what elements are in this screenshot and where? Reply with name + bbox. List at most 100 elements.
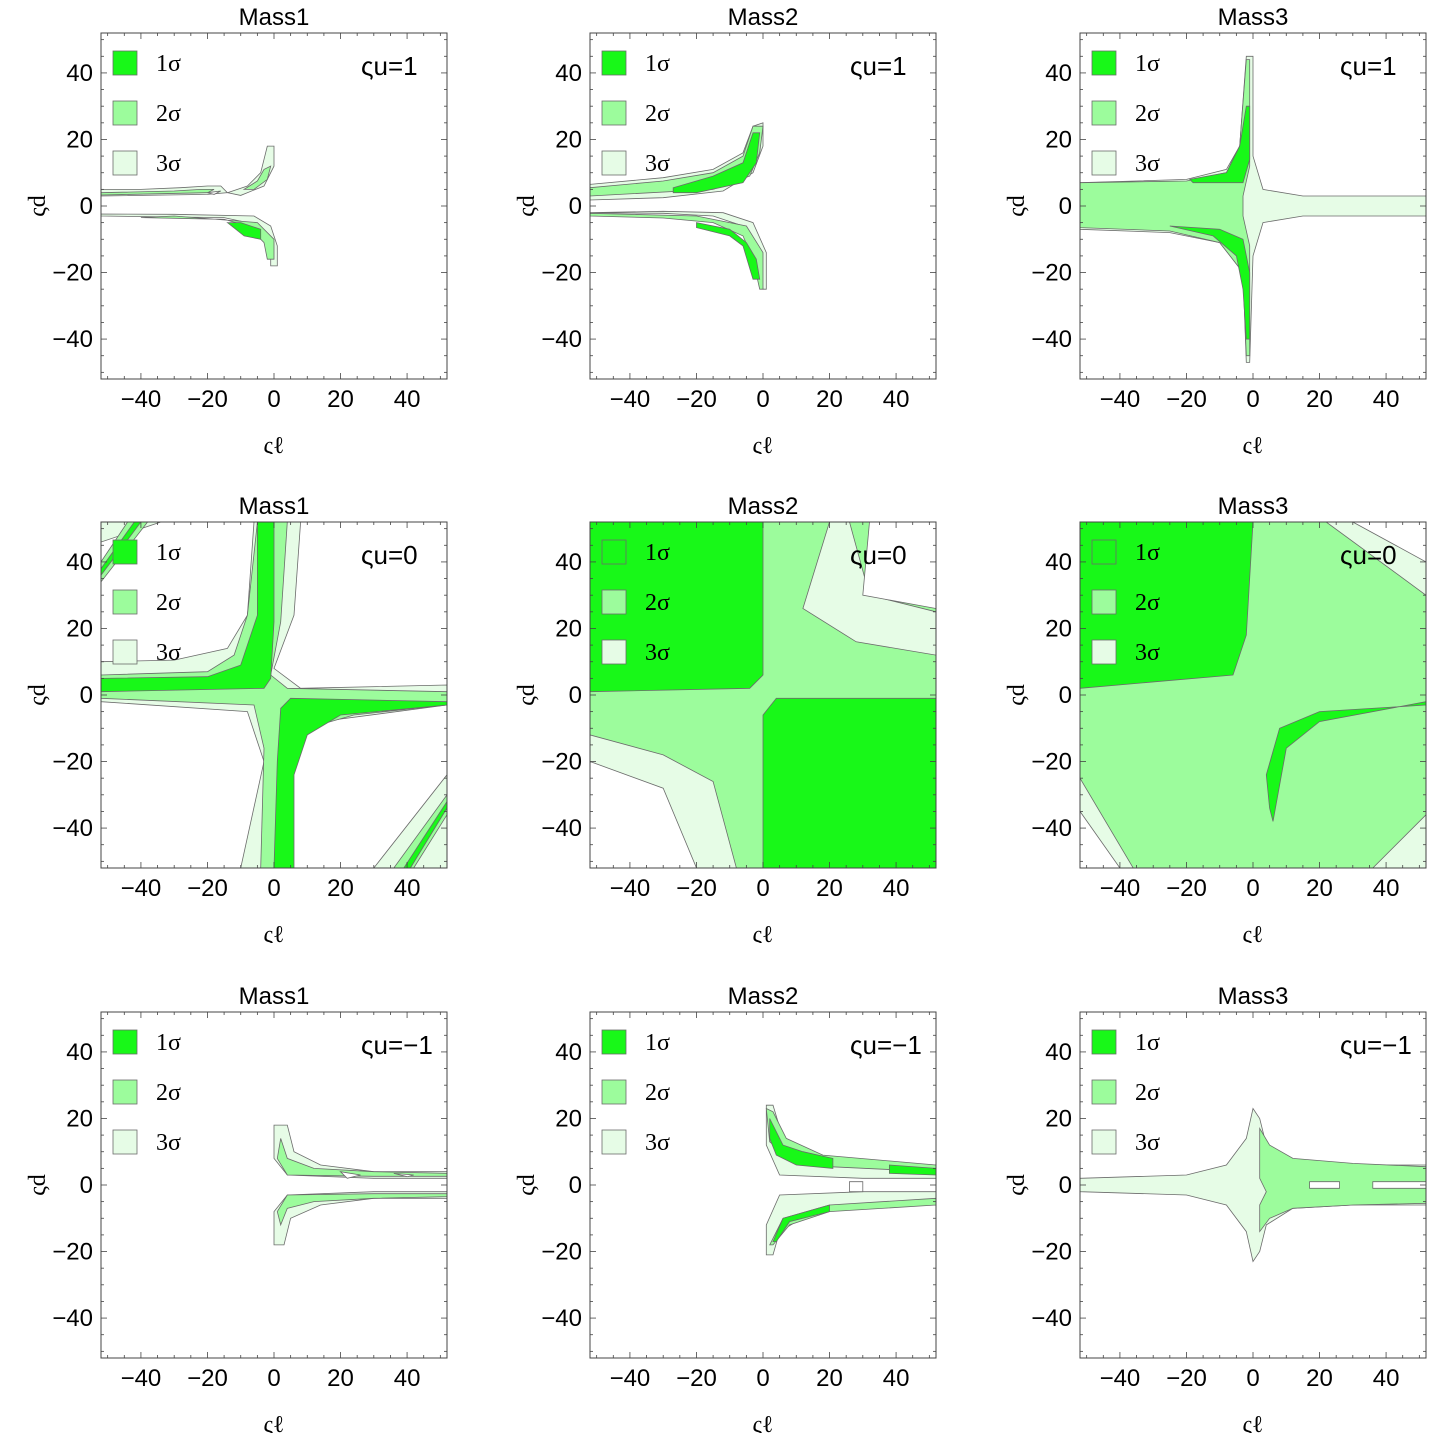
x-tick-label: −20 xyxy=(187,1365,228,1392)
y-tick-label: −40 xyxy=(52,815,93,842)
x-tick-label: 20 xyxy=(816,875,843,902)
x-tick-label: 0 xyxy=(756,1365,769,1392)
contour-region-2 xyxy=(802,522,936,656)
y-tick-label: 40 xyxy=(555,60,582,87)
contour-hole-1 xyxy=(849,1181,864,1193)
x-axis-label: ςℓ xyxy=(1243,1412,1264,1433)
y-tick-label: 40 xyxy=(555,549,582,576)
x-tick-label: −40 xyxy=(121,386,162,413)
contour-hole-2 xyxy=(1372,1181,1426,1189)
contour-region-4 xyxy=(1372,814,1426,868)
y-tick-label: 20 xyxy=(66,1105,93,1132)
contour-region-7 xyxy=(1080,810,1121,868)
panel-title: Mass3 xyxy=(1218,983,1289,1010)
contour-panel-3: −40 −20 0 20 40 −40 −20 0 20 40 Mass3 ςℓ ςd ςu=1 1σ 2σ 3… xyxy=(1004,4,1427,454)
legend-label: 3σ xyxy=(645,640,670,666)
contour-panel-8: −40 −20 0 20 40 −40 −20 0 20 40 Mass2 ςℓ ςd ςu=−1 1σ 2σ… xyxy=(514,983,937,1433)
y-tick-label: 40 xyxy=(1045,60,1072,87)
su-annotation: ςu=−1 xyxy=(361,1030,433,1060)
legend-label: 3σ xyxy=(156,640,181,666)
y-tick-label: 40 xyxy=(66,60,93,87)
plot-area xyxy=(273,1124,447,1246)
x-tick-label: 20 xyxy=(1306,1365,1333,1392)
contour-region-3 xyxy=(276,1193,447,1227)
x-axis-label: ςℓ xyxy=(753,433,774,454)
plot-frame xyxy=(100,32,448,380)
plot-frame xyxy=(100,1011,448,1359)
legend: 1σ 2σ 3σ xyxy=(1091,539,1160,666)
contour-region-7 xyxy=(226,222,262,240)
panel-title: Mass2 xyxy=(728,4,799,31)
y-tick-label: 20 xyxy=(555,126,582,153)
contour-hole-1 xyxy=(1309,1181,1340,1189)
plot-area xyxy=(1080,1107,1426,1263)
panel-title: Mass1 xyxy=(239,4,310,31)
x-tick-label: −20 xyxy=(187,875,228,902)
legend-swatch xyxy=(601,150,627,176)
panel-title: Mass2 xyxy=(728,493,799,520)
x-tick-label: 0 xyxy=(267,875,280,902)
x-tick-label: −40 xyxy=(610,386,651,413)
x-tick-label: 40 xyxy=(394,1365,421,1392)
plot-area xyxy=(590,122,767,290)
legend-swatch xyxy=(601,539,627,565)
su-annotation: ςu=−1 xyxy=(1340,1030,1412,1060)
legend-label: 2σ xyxy=(156,1080,181,1106)
contour-region-1 xyxy=(765,1104,936,1256)
su-annotation: ςu=0 xyxy=(361,540,418,570)
y-tick-label: 0 xyxy=(1059,193,1072,220)
y-tick-label: 40 xyxy=(66,1039,93,1066)
legend-label: 1σ xyxy=(156,51,181,77)
x-tick-label: −40 xyxy=(1100,875,1141,902)
y-tick-label: 20 xyxy=(555,615,582,642)
legend-swatch xyxy=(601,1129,627,1155)
y-tick-label: 20 xyxy=(1045,1105,1072,1132)
contour-region-1 xyxy=(273,1124,447,1246)
contour-panel-5: −40 −20 0 20 40 −40 −20 0 20 40 Mass2 ςℓ ςd ςu=0 1σ 2σ 3… xyxy=(514,493,937,943)
y-axis-label: ςd xyxy=(1004,684,1030,706)
contour-region-5 xyxy=(590,761,697,868)
x-axis-label: ςℓ xyxy=(264,922,285,943)
su-annotation: ςu=0 xyxy=(850,540,907,570)
contour-region-6 xyxy=(772,1204,830,1242)
y-tick-label: 20 xyxy=(66,126,93,153)
contour-region-4 xyxy=(1169,225,1251,340)
legend: 1σ 2σ 3σ xyxy=(601,50,670,177)
y-tick-label: 20 xyxy=(555,1105,582,1132)
plot-area xyxy=(101,522,447,868)
contour-region-6 xyxy=(590,522,764,693)
legend-swatch xyxy=(112,150,138,176)
legend-swatch xyxy=(601,50,627,76)
contour-region-9 xyxy=(393,794,447,868)
legend-label: 1σ xyxy=(645,1030,670,1056)
legend: 1σ 2σ 3σ xyxy=(1091,50,1160,177)
y-tick-label: 40 xyxy=(555,1039,582,1066)
su-annotation: ςu=1 xyxy=(850,51,907,81)
y-axis-label: ςd xyxy=(514,684,540,706)
x-tick-label: 40 xyxy=(394,875,421,902)
panel-title: Mass3 xyxy=(1218,493,1289,520)
x-axis-label: ςℓ xyxy=(753,922,774,943)
contour-panel-6: −40 −20 0 20 40 −40 −20 0 20 40 Mass3 ςℓ ςd ςu=0 1σ 2σ 3… xyxy=(1004,493,1427,943)
y-axis-label: ςd xyxy=(25,684,51,706)
x-tick-label: −40 xyxy=(610,1365,651,1392)
contour-region-10 xyxy=(403,800,447,868)
x-axis-label: ςℓ xyxy=(264,1412,285,1433)
x-tick-label: 0 xyxy=(1246,1365,1259,1392)
y-tick-label: 20 xyxy=(66,615,93,642)
y-tick-label: −20 xyxy=(1031,260,1072,287)
contour-panel-9: −40 −20 0 20 40 −40 −20 0 20 40 Mass3 ςℓ ςd ςu=−1 1σ 2σ… xyxy=(1004,983,1427,1433)
contour-region-3 xyxy=(672,132,761,194)
contour-region-3 xyxy=(1188,105,1251,184)
x-tick-label: 20 xyxy=(327,1365,354,1392)
legend-swatch xyxy=(112,539,138,565)
contour-region-4 xyxy=(862,522,936,609)
x-tick-label: 40 xyxy=(883,875,910,902)
contour-region-4 xyxy=(590,210,767,290)
x-tick-label: −20 xyxy=(1166,875,1207,902)
y-tick-label: −20 xyxy=(52,1239,93,1266)
contour-region-9 xyxy=(1265,701,1426,822)
contour-region-3 xyxy=(101,522,275,693)
x-tick-label: 0 xyxy=(756,386,769,413)
